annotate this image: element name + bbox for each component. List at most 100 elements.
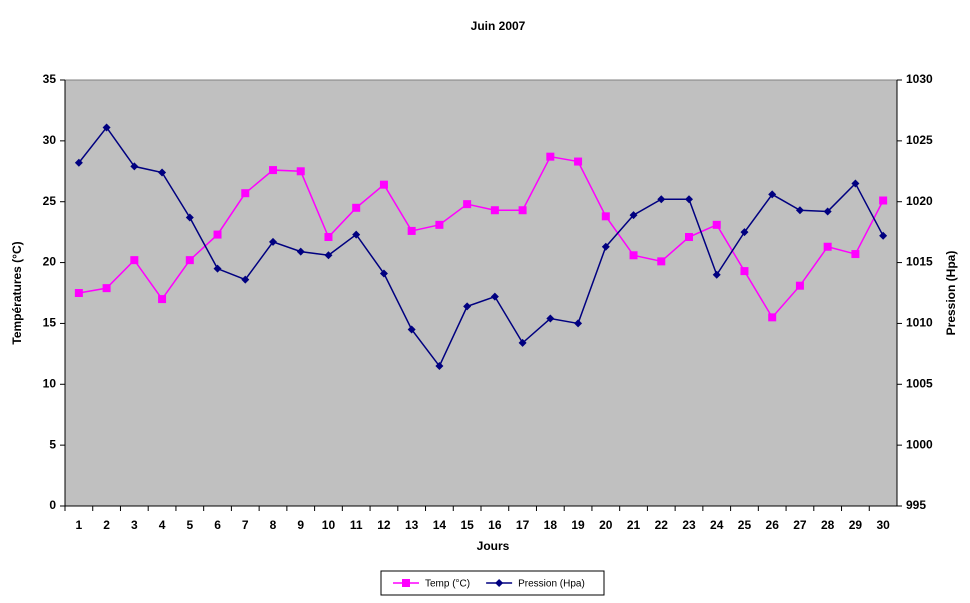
x-tick-label: 21 (627, 518, 641, 532)
point (740, 228, 749, 237)
x-tick-label: 24 (710, 518, 724, 532)
point (712, 220, 721, 229)
point (324, 251, 333, 260)
y-tick-label: 5 (49, 437, 56, 451)
y-tick-label: 30 (43, 133, 57, 147)
y2-axis-label: Pression (Hpa) (944, 251, 958, 336)
x-tick-label: 9 (297, 518, 304, 532)
point (241, 189, 250, 198)
point (379, 180, 388, 189)
point (795, 281, 804, 290)
x-tick-label: 7 (242, 518, 249, 532)
point (879, 231, 888, 240)
y-tick-label: 0 (49, 498, 56, 512)
x-tick-label: 26 (766, 518, 780, 532)
point (241, 275, 250, 284)
x-tick-label: 1 (76, 518, 83, 532)
point (269, 237, 277, 246)
point (74, 158, 83, 167)
point (74, 289, 83, 297)
point (518, 338, 527, 347)
plot-area (64, 79, 898, 507)
point (407, 325, 416, 334)
point (352, 230, 361, 239)
point (546, 314, 555, 323)
point (213, 230, 222, 239)
point (185, 213, 194, 222)
y-axis-label: Températures (°C) (10, 241, 24, 344)
point (213, 264, 222, 273)
y-tick-label: 15 (43, 316, 57, 330)
y2-tick-label: 1015 (906, 255, 933, 269)
point (185, 256, 194, 265)
x-tick-label: 15 (460, 518, 474, 532)
point (402, 579, 410, 587)
point (102, 123, 111, 132)
x-tick-label: 22 (655, 518, 669, 532)
x-tick-label: 13 (405, 518, 419, 532)
x-tick-label: 4 (159, 518, 166, 532)
y-tick-label: 20 (43, 255, 57, 269)
x-tick-label: 18 (544, 518, 558, 532)
point (495, 579, 504, 587)
point (768, 313, 777, 322)
point (490, 292, 499, 301)
y2-tick-label: 1000 (906, 437, 933, 451)
x-tick-label: 14 (433, 518, 447, 532)
point (657, 195, 666, 204)
point (490, 206, 499, 215)
y2-tick-label: 995 (906, 498, 926, 512)
x-tick-label: 23 (682, 518, 696, 532)
x-tick-label: 28 (821, 518, 835, 532)
series-line (78, 155, 884, 319)
point (601, 242, 610, 251)
x-tick-label: 30 (876, 518, 890, 532)
x-tick-label: 29 (849, 518, 863, 532)
point (269, 166, 277, 175)
x-tick-label: 2 (103, 518, 110, 532)
point (629, 211, 638, 220)
x-tick-label: 6 (214, 518, 221, 532)
point (768, 190, 777, 199)
y-tick-label: 25 (43, 194, 57, 208)
point (629, 251, 638, 260)
y2-tick-label: 1030 (906, 72, 933, 86)
point (685, 195, 693, 204)
point (296, 167, 305, 176)
point (158, 295, 167, 304)
x-tick-label: 19 (571, 518, 585, 532)
point (379, 269, 388, 278)
point (324, 233, 333, 242)
y-tick-label: 10 (43, 376, 57, 390)
point (407, 226, 416, 235)
point (158, 168, 167, 177)
point (296, 247, 305, 256)
y-tick-label: 35 (43, 72, 57, 86)
series-line (78, 126, 884, 368)
point (435, 220, 444, 229)
point (823, 207, 832, 216)
point (435, 362, 444, 371)
point (685, 233, 693, 242)
point (795, 206, 804, 215)
point (130, 162, 139, 171)
x-tick-label: 25 (738, 518, 752, 532)
point (546, 152, 555, 161)
y2-tick-label: 1020 (906, 194, 933, 208)
point (851, 250, 860, 259)
y2-tick-label: 1010 (906, 316, 933, 330)
y2-tick-label: 1025 (906, 133, 933, 147)
x-tick-label: 16 (488, 518, 502, 532)
point (601, 212, 610, 221)
point (657, 257, 666, 266)
y2-tick-label: 1005 (906, 376, 933, 390)
x-tick-label: 5 (186, 518, 193, 532)
point (352, 203, 361, 212)
x-tick-label: 10 (322, 518, 336, 532)
x-tick-label: 20 (599, 518, 613, 532)
x-tick-label: 8 (270, 518, 277, 532)
x-tick-label: 3 (131, 518, 138, 532)
point (740, 267, 749, 276)
point (102, 284, 111, 293)
